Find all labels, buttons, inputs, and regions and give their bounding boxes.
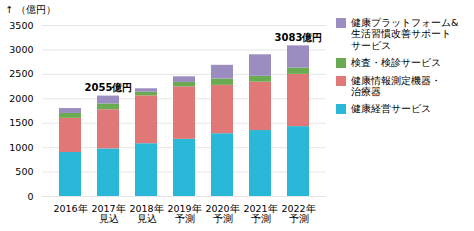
svg-text:2016年: 2016年	[53, 203, 87, 214]
svg-text:2019年予測: 2019年予測	[167, 203, 201, 224]
svg-text:2022年予測: 2022年予測	[281, 203, 315, 224]
svg-text:0: 0	[27, 191, 33, 202]
html-text:健康プラットフォーム& 生活習慣改善サポート サービス: 健康プラットフォーム& 生活習慣改善サポート サービス	[351, 17, 459, 51]
svg-text:3000: 3000	[9, 44, 33, 55]
svg-text:2020年予測: 2020年予測	[205, 203, 239, 224]
html-text:健康経営サービス: 健康経営サービス	[351, 103, 431, 115]
svg-text:2021年予測: 2021年予測	[243, 203, 277, 224]
svg-text:1500: 1500	[9, 117, 33, 128]
html-text:検査・検診サービス: 検査・検診サービス	[351, 57, 441, 69]
svg-text:2017年見込: 2017年見込	[91, 203, 125, 224]
svg-text:2055億円: 2055億円	[85, 82, 133, 93]
svg-text:2000: 2000	[9, 93, 33, 104]
svg-text:3500: 3500	[9, 20, 33, 31]
svg-text:↑ （億円）: ↑ （億円）	[6, 4, 57, 15]
svg-text:1000: 1000	[9, 142, 33, 153]
svg-text:500: 500	[15, 166, 33, 177]
html-text:健康情報測定機器・ 治療器: 健康情報測定機器・ 治療器	[351, 74, 441, 97]
svg-text:2500: 2500	[9, 68, 33, 79]
svg-text:2018年見込: 2018年見込	[129, 203, 163, 224]
svg-text:3083億円: 3083億円	[275, 32, 323, 43]
